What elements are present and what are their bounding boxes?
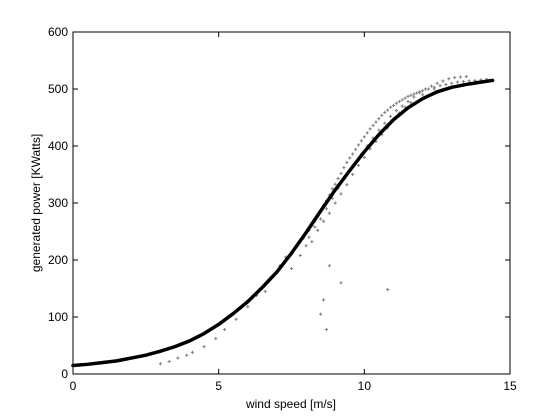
y-tick-label: 500 xyxy=(48,82,68,96)
y-tick-label: 300 xyxy=(48,196,68,210)
x-tick-label: 0 xyxy=(70,379,77,393)
plot-area-frame xyxy=(73,32,510,374)
x-axis-label: wind speed [m/s] xyxy=(245,397,336,411)
y-tick-label: 200 xyxy=(48,253,68,267)
y-tick-label: 0 xyxy=(61,367,68,381)
x-tick-label: 15 xyxy=(503,379,517,393)
x-tick-label: 10 xyxy=(358,379,372,393)
x-tick-label: 5 xyxy=(215,379,222,393)
y-tick-label: 600 xyxy=(48,25,68,39)
y-axis-label: generated power [KWatts] xyxy=(29,134,43,272)
y-tick-label: 100 xyxy=(48,310,68,324)
y-tick-label: 400 xyxy=(48,139,68,153)
